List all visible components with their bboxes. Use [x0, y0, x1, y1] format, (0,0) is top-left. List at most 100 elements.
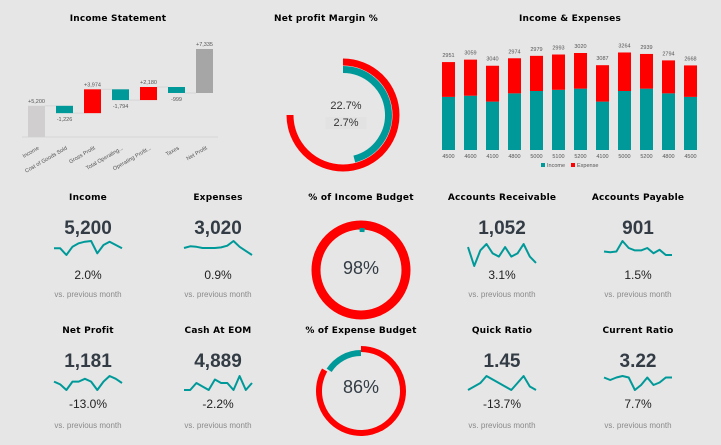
expense-label: 3087	[596, 56, 608, 62]
income-bar	[684, 96, 697, 150]
income-bar	[596, 101, 609, 150]
income-bar	[508, 93, 521, 150]
expense-bar	[574, 53, 587, 89]
kpi-title: Net Profit	[62, 326, 114, 336]
income-label: 4100	[486, 154, 498, 160]
legend-swatch	[571, 163, 575, 167]
data-label: +2,180	[140, 80, 157, 86]
kpi-change: 7.7%	[624, 397, 652, 411]
income-label: 4500	[684, 154, 696, 160]
kpi-title: Income	[69, 193, 107, 203]
expense-bar	[530, 55, 543, 91]
expense-bar	[552, 54, 565, 90]
kpi-comparison-note: vs. previous month	[184, 421, 252, 430]
kpi-title: Quick Ratio	[471, 326, 533, 336]
income-label: 5100	[552, 154, 564, 160]
kpi-value: 5,200	[64, 218, 112, 239]
income-label: 5200	[574, 154, 586, 160]
income-bar	[640, 88, 653, 150]
income-bar	[552, 89, 565, 150]
data-label: -999	[171, 97, 182, 103]
income-label: 4800	[508, 154, 520, 160]
net-profit-margin-primary: 22.7%	[330, 100, 362, 112]
kpi-change: 0.9%	[204, 268, 232, 282]
kpi-title: Current Ratio	[602, 326, 674, 336]
kpi-comparison-note: vs. previous month	[184, 290, 252, 299]
expense-label: 3040	[486, 57, 498, 63]
kpi-change: 3.1%	[488, 268, 516, 282]
expense-bar	[508, 58, 521, 94]
waterfall-bar	[112, 89, 129, 101]
expense-bar	[684, 65, 697, 97]
kpi-value: 1,052	[478, 218, 526, 239]
income-bar	[486, 101, 499, 150]
income-budget-title: % of Income Budget	[308, 193, 414, 203]
expense-bar	[464, 59, 477, 96]
expense-bar	[640, 53, 653, 89]
kpi-comparison-note: vs. previous month	[604, 421, 672, 430]
kpi-title: Expenses	[193, 193, 243, 203]
waterfall-bar	[84, 89, 101, 114]
income-label: 4100	[596, 154, 608, 160]
kpi-sparkline	[183, 240, 253, 256]
outer-arc	[286, 58, 400, 172]
waterfall-bar	[140, 86, 157, 101]
expense-label: 2668	[684, 56, 696, 62]
expense-budget-remainder-arc	[326, 350, 362, 373]
kpi-comparison-note: vs. previous month	[54, 421, 122, 430]
waterfall-bar	[28, 105, 45, 137]
data-label: +7,335	[196, 42, 213, 48]
data-label: -1,226	[57, 117, 73, 123]
expense-label: 2979	[530, 47, 542, 53]
sparklines	[53, 240, 672, 391]
income-label: 5000	[618, 154, 630, 160]
income-label: 5200	[640, 154, 652, 160]
expense-label: 2939	[640, 45, 652, 51]
waterfall-bar	[56, 105, 73, 114]
expense-label: 3059	[464, 51, 476, 57]
kpi-value: 901	[622, 218, 654, 239]
net-profit-margin-secondary: 2.7%	[325, 117, 367, 129]
expense-label: 3264	[618, 43, 630, 49]
expense-label: 3020	[574, 44, 586, 50]
expense-budget-value: 86%	[342, 377, 380, 397]
kpi-value: 1,181	[64, 351, 112, 372]
expense-bar	[442, 62, 455, 97]
expense-label: 2974	[508, 49, 520, 55]
income-bar	[464, 95, 477, 150]
expense-label: 2993	[552, 46, 564, 52]
net-profit-margin-title: Net profit Margin %	[274, 14, 378, 24]
kpi-comparison-note: vs. previous month	[468, 290, 536, 299]
income-bar	[662, 93, 675, 150]
kpi-change: 1.5%	[624, 268, 652, 282]
data-label: +3,974	[84, 82, 101, 88]
income-label: 5000	[530, 154, 542, 160]
legend-label: Income	[547, 163, 565, 169]
kpi-value: 3,020	[194, 218, 242, 239]
kpi-sparkline	[53, 375, 123, 391]
income-statement-title: Income Statement	[69, 14, 167, 24]
expense-budget-arc	[316, 346, 406, 436]
income-label: 4800	[662, 154, 674, 160]
expense-label: 2794	[662, 51, 674, 57]
data-label: -1,794	[113, 104, 129, 110]
kpi-value: 1.45	[483, 351, 521, 372]
kpi-change: -13.7%	[482, 397, 522, 411]
legend-swatch	[541, 163, 545, 167]
kpi-comparison-note: vs. previous month	[604, 290, 672, 299]
kpi-title: Accounts Payable	[591, 193, 685, 203]
kpi-change: -2.2%	[202, 397, 234, 411]
legend-label: Expense	[577, 163, 598, 169]
kpi-value: 3.22	[619, 351, 657, 372]
income-bar	[618, 91, 631, 150]
expense-budget-title: % of Expense Budget	[305, 326, 417, 336]
inner-arc	[342, 66, 392, 163]
kpi-comparison-note: vs. previous month	[54, 290, 122, 299]
kpi-change: 2.0%	[74, 268, 102, 282]
kpi-value: 4,889	[194, 351, 242, 372]
kpi-sparkline	[54, 240, 123, 256]
